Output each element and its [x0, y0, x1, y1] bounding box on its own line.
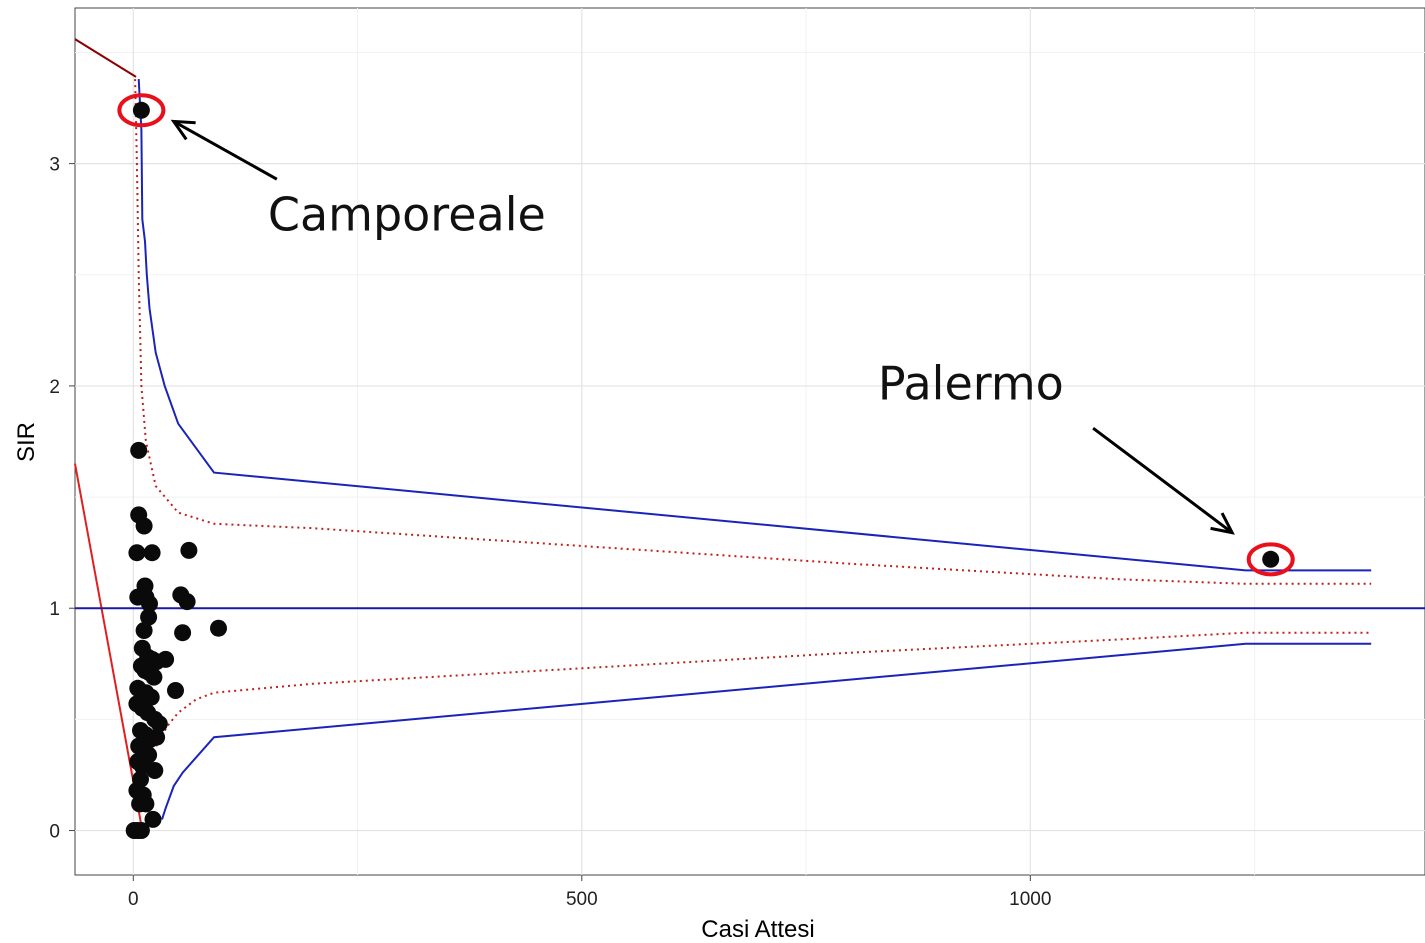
plot-panel [75, 8, 1425, 875]
data-point [180, 542, 197, 559]
data-point [130, 442, 147, 459]
data-point [136, 622, 153, 639]
y-axis-title: SIR [13, 422, 40, 462]
data-point [137, 795, 154, 812]
data-point [179, 593, 196, 610]
x-tick-label: 0 [128, 889, 139, 910]
data-point [148, 729, 165, 746]
annotation-label: Camporeale [268, 187, 546, 241]
x-tick-label: 500 [566, 889, 598, 910]
x-axis-title: Casi Attesi [701, 916, 814, 943]
data-point [145, 669, 162, 686]
data-point [174, 624, 191, 641]
data-point [146, 762, 163, 779]
x-tick-label: 1000 [1009, 889, 1051, 910]
y-tick-label: 0 [49, 822, 60, 843]
y-tick-label: 3 [49, 155, 60, 176]
y-tick-label: 1 [49, 599, 60, 620]
data-point [128, 544, 145, 561]
data-point [136, 518, 153, 535]
data-point [133, 822, 150, 839]
data-point [144, 544, 161, 561]
y-tick-label: 2 [49, 377, 60, 398]
data-point [133, 102, 150, 119]
annotation-label: Palermo [878, 356, 1064, 410]
data-point [210, 620, 227, 637]
data-point [1262, 551, 1279, 568]
data-point [167, 682, 184, 699]
data-point [157, 651, 174, 668]
